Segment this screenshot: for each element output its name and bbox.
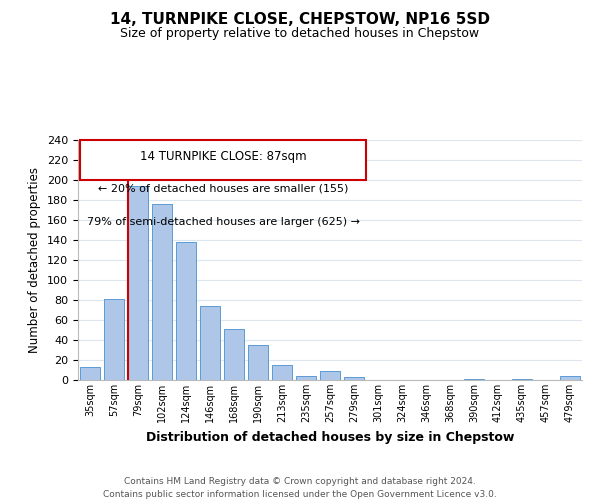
Bar	[248, 345, 268, 380]
Bar	[104, 299, 124, 380]
X-axis label: Distribution of detached houses by size in Chepstow: Distribution of detached houses by size …	[146, 430, 514, 444]
Bar	[224, 329, 244, 380]
Text: 14, TURNPIKE CLOSE, CHEPSTOW, NP16 5SD: 14, TURNPIKE CLOSE, CHEPSTOW, NP16 5SD	[110, 12, 490, 28]
Text: Contains public sector information licensed under the Open Government Licence v3: Contains public sector information licen…	[103, 490, 497, 499]
Bar	[464, 379, 484, 380]
FancyBboxPatch shape	[80, 140, 366, 180]
Text: Contains HM Land Registry data © Crown copyright and database right 2024.: Contains HM Land Registry data © Crown c…	[124, 478, 476, 486]
Text: 14 TURNPIKE CLOSE: 87sqm: 14 TURNPIKE CLOSE: 87sqm	[140, 150, 307, 162]
Bar	[272, 365, 292, 380]
Text: ← 20% of detached houses are smaller (155): ← 20% of detached houses are smaller (15…	[98, 183, 349, 193]
Bar	[80, 367, 100, 380]
Text: 79% of semi-detached houses are larger (625) →: 79% of semi-detached houses are larger (…	[86, 217, 360, 227]
Bar	[152, 204, 172, 380]
Bar	[320, 371, 340, 380]
Y-axis label: Number of detached properties: Number of detached properties	[28, 167, 41, 353]
Bar	[200, 306, 220, 380]
Bar	[512, 379, 532, 380]
Bar	[296, 376, 316, 380]
Bar	[560, 376, 580, 380]
Bar	[176, 242, 196, 380]
Bar	[128, 186, 148, 380]
Bar	[344, 377, 364, 380]
Text: Size of property relative to detached houses in Chepstow: Size of property relative to detached ho…	[121, 28, 479, 40]
